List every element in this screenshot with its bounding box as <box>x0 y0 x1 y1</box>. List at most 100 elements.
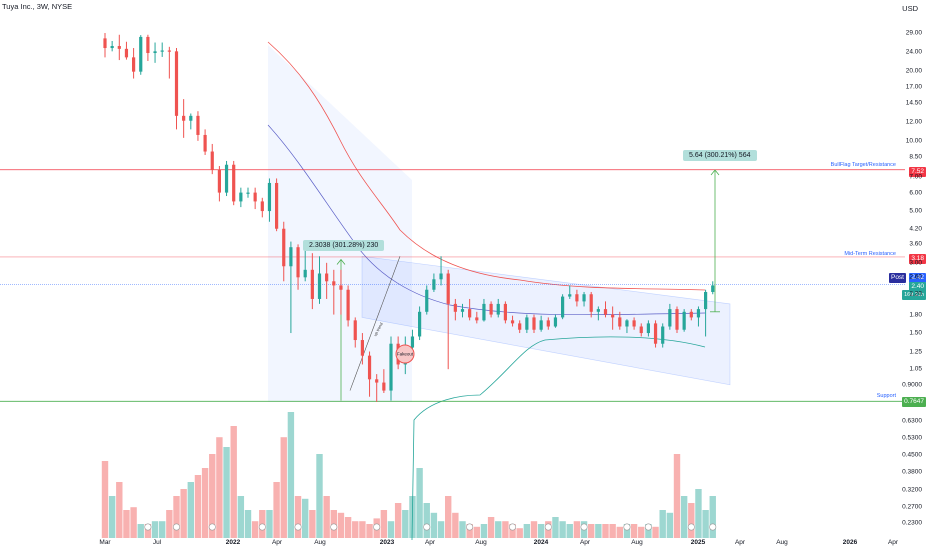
candle-body <box>611 314 615 318</box>
candle-body <box>389 343 393 391</box>
x-tick-label: Apr <box>424 539 436 546</box>
earnings-marker <box>623 523 631 531</box>
volume-bar <box>394 503 402 538</box>
candle-body <box>639 326 643 334</box>
volume-bar <box>537 524 545 538</box>
y-tick-label: 0.2300 <box>902 519 922 527</box>
chart-title: Tuya Inc., 3W, NYSE <box>2 2 73 11</box>
volume-bar <box>273 482 280 538</box>
candle-body <box>582 294 586 302</box>
candle-body <box>117 46 121 49</box>
y-tick-label: 10.00 <box>905 137 922 145</box>
candle-body <box>267 182 272 212</box>
volume-bar <box>437 521 445 538</box>
earnings-marker <box>258 523 266 531</box>
support-label: Support <box>876 393 896 399</box>
fakeout-marker <box>395 344 415 364</box>
volume-bar <box>251 521 259 538</box>
candle-body <box>353 320 357 341</box>
volume-bar <box>108 496 116 538</box>
volume-bar <box>316 454 323 538</box>
candle-body <box>246 192 250 194</box>
candle-body <box>317 273 322 299</box>
candle-body <box>346 289 350 321</box>
flag-channel <box>361 255 731 386</box>
post-label-tag: Post <box>888 273 906 283</box>
midterm-price-tag: 3.18 <box>909 254 926 264</box>
candle-body <box>253 192 257 202</box>
last-price-tag: 2.40 <box>909 282 926 292</box>
volume-bar <box>130 507 137 538</box>
candle-body <box>525 317 529 330</box>
earnings-marker <box>373 523 381 531</box>
candle-body <box>260 201 264 212</box>
candle-body <box>553 317 558 327</box>
volume-bar <box>588 524 595 538</box>
candle-body <box>568 294 572 297</box>
support-price-tag: 0.7647 <box>902 397 926 407</box>
volume-bar <box>323 496 330 538</box>
y-tick-label: 24.00 <box>905 48 922 56</box>
y-tick-label: 4.20 <box>909 225 922 233</box>
x-tick-label: Aug <box>475 539 487 546</box>
candle-body <box>704 291 708 310</box>
candle-body <box>339 285 343 290</box>
measure-label-large: 5.64 (300.21%) 564 <box>683 150 757 161</box>
volume-bar <box>344 517 352 538</box>
y-tick-label: 3.60 <box>909 240 922 248</box>
countdown-tag: 16d 21h <box>902 290 926 300</box>
earnings-marker <box>644 523 652 531</box>
projection-zone <box>268 45 412 402</box>
volume-bar <box>638 526 645 538</box>
x-tick-label: 2022 <box>225 539 241 546</box>
volume-bar <box>530 521 538 538</box>
volume-bar <box>302 498 309 538</box>
y-tick-label: 6.00 <box>909 189 922 197</box>
post-price-tag: 2.42 <box>909 273 926 283</box>
earnings-marker <box>173 523 181 531</box>
candle-body <box>646 323 650 334</box>
volume-bar <box>509 524 516 538</box>
volume-bar <box>151 521 159 538</box>
candle-body <box>546 320 550 327</box>
volume-bar <box>201 468 209 538</box>
candle-body <box>475 317 479 321</box>
y-tick-label: 3.00 <box>909 259 922 267</box>
volume-bar <box>352 521 359 538</box>
volume-bar <box>194 475 202 538</box>
midterm-label: Mid-Term Resistance <box>844 251 896 257</box>
volume-bar <box>387 521 395 538</box>
candle-body <box>303 269 307 278</box>
volume-bar <box>244 510 252 538</box>
volume-bar <box>623 524 631 538</box>
candle-body <box>217 170 221 193</box>
volume-bar <box>566 524 573 538</box>
measure-arrowhead-large <box>710 169 720 176</box>
candle-body <box>425 289 429 312</box>
x-tick-label: 2025 <box>690 539 706 546</box>
x-tick-label: Aug <box>631 539 643 546</box>
volume-bar <box>552 517 559 538</box>
x-tick-label: Apr <box>579 539 591 546</box>
volume-bar <box>216 437 223 538</box>
candle-body <box>275 182 279 229</box>
volume-bar <box>645 524 652 538</box>
earnings-marker <box>580 523 588 531</box>
earnings-marker <box>330 523 338 531</box>
earnings-marker <box>709 523 717 531</box>
earnings-marker <box>144 523 152 531</box>
volume-bar <box>409 496 416 538</box>
candle-body <box>446 273 450 304</box>
earnings-marker <box>208 523 216 531</box>
candle-body <box>196 115 200 135</box>
volume-bar <box>423 503 430 538</box>
candle-body <box>203 134 207 152</box>
uptrend-label: up trend <box>372 322 383 337</box>
candle-body <box>682 311 686 330</box>
bullflag-label: BullFlag Target/Resistance <box>830 162 896 168</box>
volume-bar <box>280 437 287 538</box>
earnings-marker <box>294 523 302 531</box>
volume-bar <box>680 496 688 538</box>
candle-body <box>174 51 179 116</box>
